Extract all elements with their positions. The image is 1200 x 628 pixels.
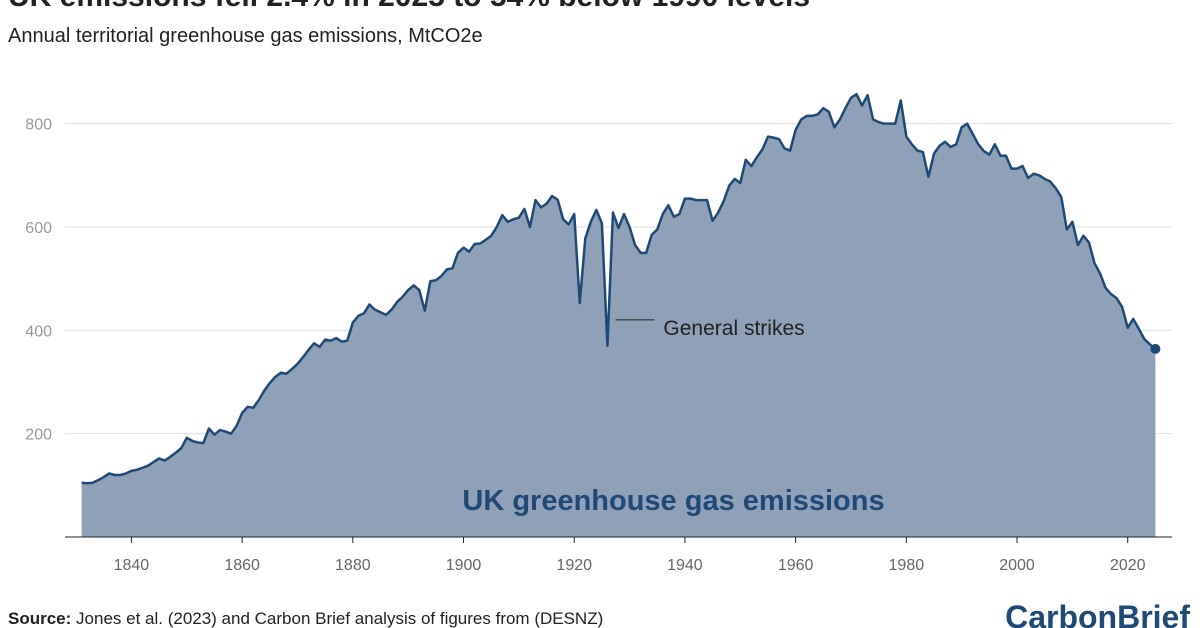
y-tick-label: 800 xyxy=(25,117,52,134)
line xyxy=(81,92,1157,485)
annotation: General strikes xyxy=(663,317,804,340)
end-point xyxy=(1150,343,1161,354)
logo: CarbonBrief xyxy=(1005,599,1190,628)
chart-title: UK emissions fell 2.4% in 2025 to 54% be… xyxy=(8,0,810,13)
x-tick-label: 1960 xyxy=(778,557,814,574)
x-tick-label: 1840 xyxy=(114,557,150,574)
series-label: UK greenhouse gas emissions xyxy=(462,485,884,517)
x-tick-label: 1920 xyxy=(556,557,592,574)
y-tick-label: 400 xyxy=(25,323,52,340)
x-tick-label: 1860 xyxy=(224,557,260,574)
source-label: Source: xyxy=(8,609,71,628)
x-tick-label: 2000 xyxy=(999,557,1035,574)
source: Source: Jones et al. (2023) and Carbon B… xyxy=(8,609,603,628)
x-tick-label: 1900 xyxy=(446,557,482,574)
x-tick-label: 1980 xyxy=(889,557,925,574)
area xyxy=(81,94,1156,537)
chart-subtitle: Annual territorial greenhouse gas emissi… xyxy=(8,25,483,47)
y-tick-label: 600 xyxy=(25,220,52,237)
source-text: Jones et al. (2023) and Carbon Brief ana… xyxy=(76,609,603,628)
x-tick-label: 1940 xyxy=(667,557,703,574)
y-tick-label: 200 xyxy=(25,427,52,444)
x-tick-label: 2020 xyxy=(1110,557,1146,574)
x-tick-label: 1880 xyxy=(335,557,371,574)
